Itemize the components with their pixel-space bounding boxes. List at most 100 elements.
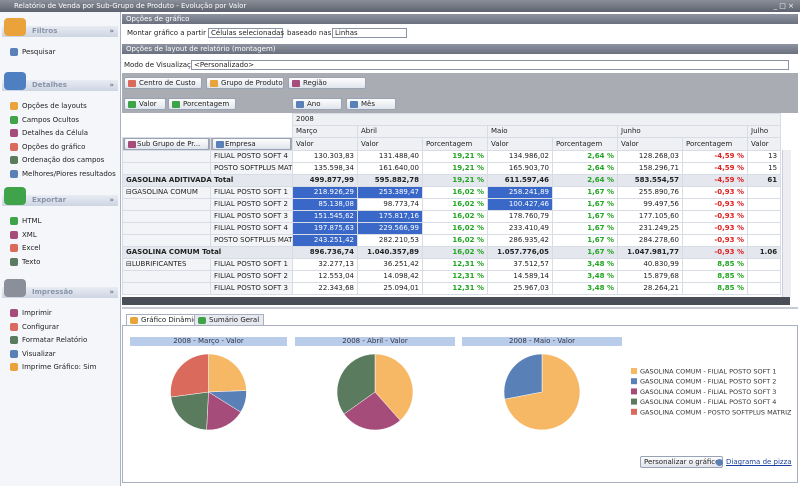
cell[interactable]: 1.040.357,89 (357, 246, 423, 259)
cell[interactable]: 22.343,68 (292, 282, 358, 295)
data-field[interactable]: Porcentagem (168, 98, 236, 110)
item-label[interactable]: XML (22, 230, 37, 239)
cell[interactable]: 13 (746, 150, 782, 163)
sidebar-item[interactable]: Texto (10, 257, 41, 267)
cell[interactable]: 12,31 % (422, 270, 488, 283)
field-label[interactable]: Região (303, 79, 327, 87)
cell[interactable]: 583.554,57 (617, 174, 683, 187)
field-label[interactable]: Grupo de Produto (221, 79, 283, 87)
cell[interactable]: 595.882,78 (357, 174, 423, 187)
item-label[interactable]: Melhores/Piores resultados (22, 169, 116, 178)
field-label[interactable]: Porcentagem (183, 100, 230, 108)
h-scrollbar[interactable] (122, 297, 790, 305)
sidebar-item[interactable]: Opções do gráfico (10, 142, 86, 152)
cell[interactable] (746, 186, 782, 199)
field-label[interactable]: Centro de Custo (139, 79, 196, 87)
cell[interactable]: 12,31 % (422, 282, 488, 295)
cell[interactable]: 2,64 % (552, 150, 618, 163)
cell[interactable]: -0,93 % (682, 186, 748, 199)
cell[interactable]: -0,93 % (682, 246, 748, 259)
item-label[interactable]: Imprime Gráfico: Sim (22, 363, 97, 371)
cell[interactable]: 16,02 % (422, 210, 488, 223)
cell[interactable]: 231.249,25 (617, 222, 683, 235)
item-label[interactable]: Configurar (22, 322, 59, 331)
cell[interactable]: 15.879,68 (617, 270, 683, 283)
section-header[interactable]: Impressão » (2, 279, 118, 298)
month-header[interactable]: Março (292, 125, 358, 138)
section-header[interactable]: Exportar » (2, 187, 118, 206)
cell[interactable]: 36.251,42 (357, 258, 423, 271)
item-label[interactable]: Imprimir (22, 309, 52, 317)
cell[interactable]: 85.138,08 (292, 198, 358, 211)
cell[interactable]: 37.512,57 (487, 258, 553, 271)
sidebar-item[interactable]: Opções de layouts (10, 102, 87, 111)
cell[interactable]: 611.597,46 (487, 174, 553, 187)
cell[interactable]: 158.296,71 (617, 162, 683, 175)
expander[interactable]: ⊟ (126, 260, 132, 268)
filter-field[interactable]: Região (288, 77, 366, 89)
cell[interactable]: 177.105,60 (617, 210, 683, 223)
cell[interactable]: 135.598,34 (292, 162, 358, 175)
cell[interactable]: 1.06 (746, 246, 782, 259)
cell[interactable]: 1,67 % (552, 222, 618, 235)
cell[interactable]: 98.773,74 (357, 198, 423, 211)
field-label[interactable]: Ano (307, 100, 321, 108)
item-label[interactable]: Campos Ocultos (22, 115, 80, 124)
filter-field[interactable]: Grupo de Produto (206, 77, 284, 89)
cell[interactable] (746, 198, 782, 211)
cell[interactable]: 175.817,16 (357, 210, 423, 223)
cell[interactable]: 14.589,14 (487, 270, 553, 283)
cell[interactable]: 134.986,02 (487, 150, 553, 163)
tab[interactable]: Sumário Geral (194, 314, 265, 325)
column-field[interactable]: Ano (292, 98, 342, 110)
cell[interactable]: 3,48 % (552, 270, 618, 283)
cell[interactable]: 25.967,03 (487, 282, 553, 295)
cell[interactable]: 286.935,42 (487, 234, 553, 247)
cell[interactable]: -0,93 % (682, 234, 748, 247)
cell[interactable]: -0,93 % (682, 222, 748, 235)
cell[interactable]: 229.566,99 (357, 222, 423, 235)
field-label[interactable]: Valor (139, 100, 157, 108)
cell[interactable]: 8,85 % (682, 270, 748, 283)
sidebar-item[interactable]: HTML (10, 217, 41, 226)
cell[interactable]: 19,21 % (422, 150, 488, 163)
tab-label[interactable]: Gráfico Dinâmico (141, 316, 202, 324)
view-mode-select[interactable]: <Personalizado> (191, 60, 789, 70)
item-label[interactable]: Formatar Relatório (22, 336, 88, 344)
cell[interactable]: 499.877,99 (292, 174, 358, 187)
cell[interactable]: 28.264,21 (617, 282, 683, 295)
sidebar-item[interactable]: Visualizar (10, 349, 56, 359)
cell[interactable]: 16,02 % (422, 246, 488, 259)
based-on-select[interactable]: Linhas (332, 28, 407, 38)
item-label[interactable]: Visualizar (22, 349, 56, 358)
row-field[interactable]: Empresa (212, 138, 291, 150)
cell[interactable]: 131.488,40 (357, 150, 423, 163)
item-label[interactable]: Opções de layouts (22, 102, 87, 110)
cell[interactable]: 1.047.981,77 (617, 246, 683, 259)
item-label[interactable]: Opções do gráfico (22, 142, 86, 151)
item-label[interactable]: Pesquisar (22, 48, 56, 56)
cell[interactable]: 1,67 % (552, 198, 618, 211)
sidebar-item[interactable]: Pesquisar (10, 48, 56, 57)
cell[interactable]: 40.830,99 (617, 258, 683, 271)
cell[interactable]: 61 (746, 174, 782, 187)
sidebar-item[interactable]: Imprime Gráfico: Sim (10, 363, 96, 372)
field-label[interactable]: Empresa (225, 140, 256, 148)
month-header[interactable]: Julho (746, 125, 782, 138)
cell[interactable]: 16,02 % (422, 222, 488, 235)
cell[interactable]: -4,59 % (682, 174, 748, 187)
year-header[interactable]: 2008 (291, 113, 782, 126)
sidebar-item[interactable]: Configurar (10, 322, 59, 332)
cell[interactable]: 19,21 % (422, 162, 488, 175)
cell[interactable]: 32.277,13 (292, 258, 358, 271)
cell[interactable]: 165.903,70 (487, 162, 553, 175)
sidebar-item[interactable]: Melhores/Piores resultados (10, 169, 116, 179)
cell[interactable]: 1,67 % (552, 234, 618, 247)
filter-field[interactable]: Centro de Custo (124, 77, 202, 89)
item-label[interactable]: Ordenação dos campos (22, 156, 105, 164)
cell[interactable]: -4,59 % (682, 150, 748, 163)
cell[interactable]: 2,64 % (552, 162, 618, 175)
diagram-link[interactable]: Diagrama de pizza (716, 458, 792, 466)
item-label[interactable]: Texto (22, 257, 41, 266)
cell[interactable]: 16,02 % (422, 186, 488, 199)
